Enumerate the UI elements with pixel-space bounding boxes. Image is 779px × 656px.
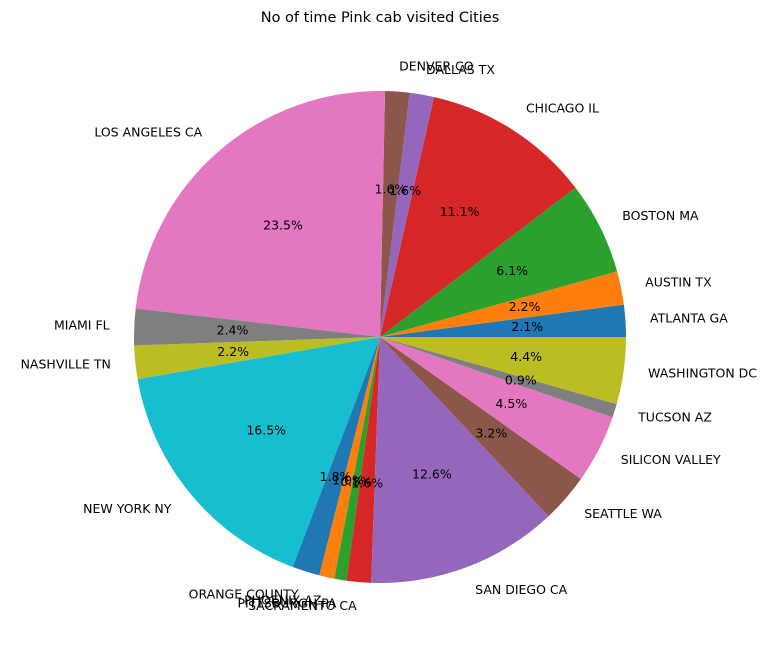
- slice-label-seattle-wa: SEATTLE WA: [584, 506, 662, 521]
- slice-label-austin-tx: AUSTIN TX: [645, 275, 712, 290]
- pie-slice-dallas-tx: [380, 92, 434, 338]
- pie-slice-san-diego-ca: [371, 337, 549, 583]
- slice-label-chicago-il: CHICAGO IL: [526, 101, 599, 116]
- pie-slice-seattle-wa: [380, 337, 581, 517]
- slice-label-tucson-az: TUCSON AZ: [637, 410, 712, 425]
- slice-percent-tucson-az: 0.9%: [505, 373, 537, 388]
- pie-slice-washington-dc: [380, 337, 626, 405]
- slice-label-nashville-tn: NASHVILLE TN: [21, 356, 111, 371]
- slice-label-orange-county: ORANGE COUNTY: [189, 587, 299, 602]
- pie-slice-sacramento-ca: [346, 337, 380, 583]
- slice-label-new-york-ny: NEW YORK NY: [83, 501, 172, 516]
- slice-percent-sacramento-ca: 1.6%: [351, 476, 383, 491]
- pie-slice-chicago-il: [380, 96, 576, 337]
- slice-label-atlanta-ga: ATLANTA GA: [650, 311, 728, 326]
- slice-percent-nashville-tn: 2.2%: [217, 344, 249, 359]
- pie-slice-los-angeles-ca: [135, 91, 386, 338]
- slice-label-sacramento-ca: SACRAMENTO CA: [248, 598, 357, 613]
- slice-label-phoenix-az: PHOENIX AZ: [244, 593, 321, 608]
- slice-label-dallas-tx: DALLAS TX: [426, 62, 495, 77]
- slice-percent-phoenix-az: 1.0%: [332, 473, 364, 488]
- pie-slice-phoenix-az: [319, 337, 380, 579]
- pie-slice-atlanta-ga: [380, 304, 626, 337]
- slice-percent-atlanta-ga: 2.1%: [511, 319, 543, 334]
- slice-label-denver-co: DENVER CO: [399, 59, 474, 74]
- slice-percent-boston-ma: 6.1%: [496, 263, 528, 278]
- slice-percent-dallas-tx: 1.6%: [389, 183, 421, 198]
- pie-slice-miami-fl: [134, 308, 380, 346]
- slice-percent-miami-fl: 2.4%: [217, 322, 249, 337]
- pie-slice-orange-county: [292, 337, 380, 576]
- slice-percent-chicago-il: 11.1%: [440, 204, 480, 219]
- pie-slice-denver-co: [380, 91, 410, 338]
- slice-percent-pittsburgh-pa: 0.8%: [340, 474, 372, 489]
- slice-label-silicon-valley: SILICON VALLEY: [621, 452, 721, 467]
- slice-percent-los-angeles-ca: 23.5%: [263, 217, 303, 232]
- slice-percent-austin-tx: 2.2%: [509, 299, 541, 314]
- chart-title: No of time Pink cab visited Cities: [261, 10, 500, 26]
- pie-labels: ATLANTA GA 2.1% AUSTIN TX 2.2% BOSTON MA 6.1%…: [21, 59, 758, 614]
- slice-percent-washington-dc: 4.4%: [510, 349, 542, 364]
- pie-slice-new-york-ny: [137, 337, 380, 568]
- pie-slice-pittsburgh-pa: [334, 337, 380, 581]
- slice-percent-seattle-wa: 3.2%: [476, 425, 508, 440]
- pie-slice-boston-ma: [380, 187, 618, 337]
- slice-percent-san-diego-ca: 12.6%: [412, 467, 452, 482]
- pie-slice-nashville-tn: [134, 337, 380, 380]
- slice-label-washington-dc: WASHINGTON DC: [648, 366, 757, 381]
- slice-label-miami-fl: MIAMI FL: [54, 317, 110, 332]
- pie-slice-austin-tx: [380, 271, 624, 337]
- slice-percent-new-york-ny: 16.5%: [246, 423, 286, 438]
- slice-label-los-angeles-ca: LOS ANGELES CA: [94, 125, 202, 140]
- slice-label-boston-ma: BOSTON MA: [622, 208, 699, 223]
- slice-percent-denver-co: 1.6%: [375, 181, 407, 196]
- slice-percent-orange-county: 1.8%: [320, 469, 352, 484]
- pie-slice-silicon-valley: [380, 337, 613, 479]
- slice-label-pittsburgh-pa: PITTSBURGH PA: [237, 596, 336, 611]
- pie-slices: [134, 91, 626, 583]
- pie-slice-tucson-az: [380, 337, 617, 418]
- slice-percent-silicon-valley: 4.5%: [495, 396, 527, 411]
- slice-label-san-diego-ca: SAN DIEGO CA: [475, 582, 567, 597]
